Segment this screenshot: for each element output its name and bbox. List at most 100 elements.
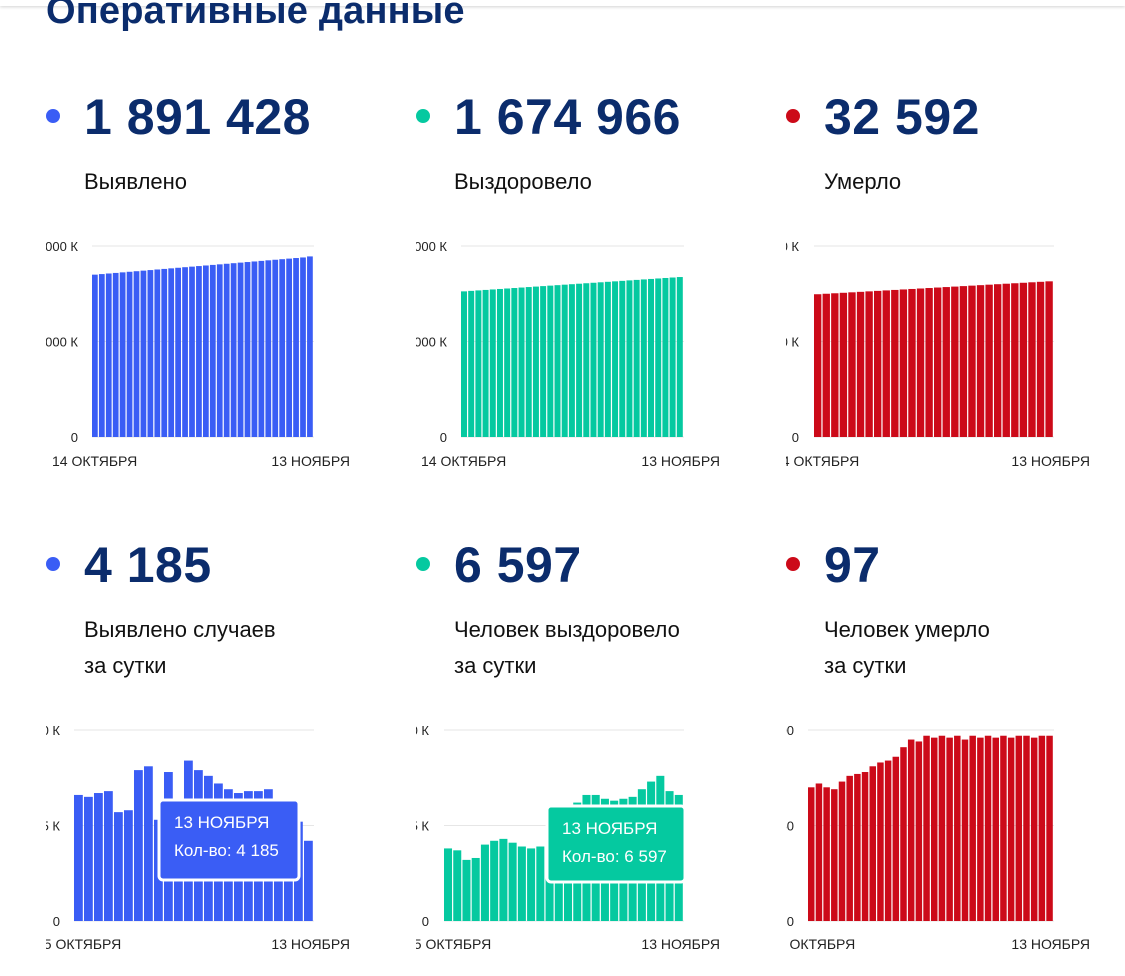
bar[interactable] — [112, 272, 119, 437]
bar[interactable] — [144, 766, 153, 921]
bar[interactable] — [293, 258, 299, 437]
bar[interactable] — [994, 284, 1002, 437]
bar[interactable] — [114, 812, 123, 921]
bar[interactable] — [899, 289, 908, 437]
bar[interactable] — [838, 781, 846, 921]
bar-chart-recovered-daily[interactable]: 0 5 К 10 К 15 ОКТЯБРЯ 13 НОЯБРЯ 13 НОЯБРЯ Кол-… — [416, 710, 736, 950]
bar[interactable] — [471, 857, 480, 921]
bar[interactable] — [140, 270, 147, 437]
bar[interactable] — [518, 287, 525, 437]
bar[interactable] — [669, 277, 676, 437]
bar[interactable] — [126, 271, 133, 437]
bar[interactable] — [104, 791, 113, 921]
bar[interactable] — [1023, 735, 1030, 921]
bar[interactable] — [626, 280, 633, 437]
bar[interactable] — [854, 773, 861, 921]
bar[interactable] — [258, 260, 265, 437]
bar[interactable] — [161, 268, 168, 437]
bar[interactable] — [808, 787, 815, 921]
bar[interactable] — [490, 840, 499, 921]
bar[interactable] — [554, 285, 561, 437]
bar[interactable] — [915, 741, 923, 921]
bar[interactable] — [1038, 735, 1046, 921]
bar[interactable] — [540, 286, 547, 437]
bar[interactable] — [856, 291, 865, 437]
bar[interactable] — [496, 288, 503, 437]
bar[interactable] — [662, 277, 669, 437]
bar[interactable] — [839, 292, 848, 437]
bar[interactable] — [189, 266, 195, 437]
bar[interactable] — [223, 263, 230, 437]
bar[interactable] — [1000, 735, 1007, 921]
bar[interactable] — [216, 264, 223, 437]
bar[interactable] — [865, 291, 873, 437]
bar[interactable] — [1028, 282, 1036, 437]
bar[interactable] — [508, 842, 517, 921]
bar[interactable] — [846, 775, 853, 921]
bar[interactable] — [822, 293, 830, 437]
bar[interactable] — [984, 735, 992, 921]
bar[interactable] — [976, 285, 985, 437]
bar[interactable] — [954, 735, 961, 921]
bar[interactable] — [304, 840, 313, 921]
bar[interactable] — [461, 291, 467, 437]
bar[interactable] — [916, 288, 925, 438]
bar[interactable] — [576, 283, 583, 437]
bar[interactable] — [561, 284, 568, 437]
bar[interactable] — [583, 283, 590, 437]
bar[interactable] — [815, 783, 823, 921]
bar[interactable] — [934, 287, 942, 437]
bar[interactable] — [482, 289, 489, 437]
bar[interactable] — [985, 284, 993, 437]
bar[interactable] — [968, 285, 976, 437]
bar-chart-recovered-total[interactable]: 0 1000 К 2000 К 14 ОКТЯБРЯ 13 НОЯБРЯ — [416, 228, 736, 468]
bar[interactable] — [823, 787, 830, 921]
bar[interactable] — [133, 271, 140, 437]
bar[interactable] — [831, 293, 839, 437]
bar[interactable] — [196, 266, 202, 437]
bar[interactable] — [969, 735, 976, 921]
bar-chart-deaths-daily[interactable]: 0 50 100 15 ОКТЯБРЯ 13 НОЯБРЯ — [786, 710, 1116, 950]
bar[interactable] — [168, 268, 175, 437]
bar[interactable] — [265, 260, 272, 437]
bar[interactable] — [942, 287, 950, 437]
bar[interactable] — [175, 267, 181, 437]
bar[interactable] — [475, 290, 482, 437]
bar[interactable] — [597, 282, 604, 437]
bar[interactable] — [532, 286, 539, 437]
bar[interactable] — [884, 760, 892, 921]
bar[interactable] — [527, 848, 536, 921]
bar[interactable] — [468, 290, 475, 437]
bar[interactable] — [882, 290, 890, 437]
bar[interactable] — [892, 756, 900, 921]
bar[interactable] — [230, 263, 237, 437]
bar[interactable] — [1030, 737, 1038, 921]
bar[interactable] — [286, 258, 292, 437]
bar-chart-detected-total[interactable]: 0 1000 К 2000 К 14 ОКТЯБРЯ 13 НОЯБРЯ — [46, 228, 366, 468]
bar[interactable] — [147, 270, 154, 437]
bar[interactable] — [251, 261, 258, 437]
bar[interactable] — [489, 289, 496, 437]
bar[interactable] — [84, 796, 93, 921]
bar[interactable] — [511, 288, 518, 437]
bar[interactable] — [272, 259, 279, 437]
bar[interactable] — [1036, 281, 1045, 437]
bar[interactable] — [568, 284, 575, 437]
bar[interactable] — [931, 737, 938, 921]
bar[interactable] — [203, 265, 209, 437]
bar[interactable] — [1045, 281, 1053, 437]
bar[interactable] — [1007, 737, 1015, 921]
bar[interactable] — [94, 793, 103, 921]
bar[interactable] — [453, 850, 462, 921]
bar[interactable] — [525, 287, 532, 437]
bar[interactable] — [648, 278, 655, 437]
bar[interactable] — [977, 737, 984, 921]
bar[interactable] — [992, 737, 999, 921]
bar[interactable] — [182, 267, 188, 437]
bar[interactable] — [237, 262, 244, 437]
bar[interactable] — [1002, 283, 1010, 437]
bar[interactable] — [536, 846, 545, 921]
bar[interactable] — [869, 766, 876, 921]
bar[interactable] — [124, 810, 133, 921]
bar[interactable] — [480, 844, 489, 921]
